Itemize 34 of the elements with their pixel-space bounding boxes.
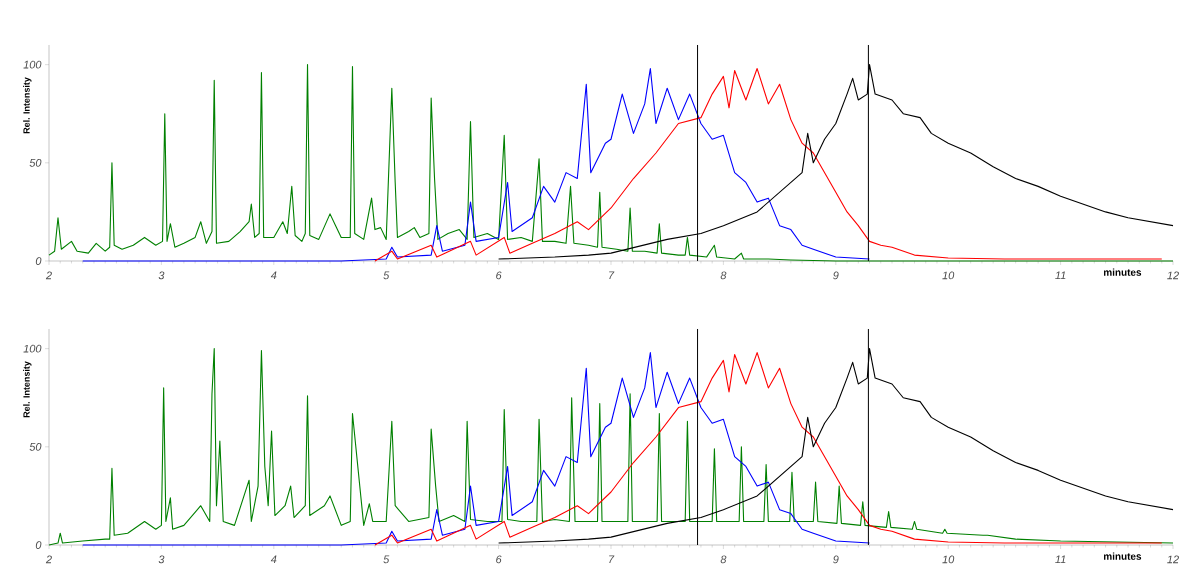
x-tick-label: 12 <box>1167 271 1179 280</box>
x-tick-label: 4 <box>270 271 277 280</box>
x-tick-label: 3 <box>158 271 165 280</box>
x-tick-label: 6 <box>496 555 502 564</box>
x-tick-label: 12 <box>1167 555 1179 564</box>
x-tick-label: 2 <box>45 555 52 564</box>
x-axis-title: minutes <box>1103 268 1142 276</box>
x-tick-label: 9 <box>833 271 839 280</box>
x-tick-label: 5 <box>383 555 390 564</box>
y-tick-label: 50 <box>29 158 42 167</box>
x-tick-label: 9 <box>833 555 839 564</box>
x-tick-label: 10 <box>942 271 955 280</box>
x-tick-label: 2 <box>45 271 52 280</box>
x-tick-label: 7 <box>609 271 615 280</box>
y-tick-label: 100 <box>23 60 42 69</box>
line-series <box>82 352 871 546</box>
y-axis-title: Rel. Intensity <box>23 77 32 134</box>
y-axis-title: Rel. Intensity <box>23 361 32 418</box>
x-tick-label: 7 <box>609 555 615 564</box>
x-tick-label: 6 <box>496 271 502 280</box>
y-tick-label: 0 <box>35 541 42 549</box>
x-tick-label: 11 <box>1055 555 1066 564</box>
x-tick-label: 5 <box>383 271 390 280</box>
line-series <box>82 68 871 262</box>
y-tick-label: 100 <box>23 344 42 353</box>
x-tick-label: 8 <box>720 271 727 280</box>
x-tick-label: 11 <box>1055 271 1066 280</box>
x-tick-label: 3 <box>158 555 165 564</box>
x-axis-title: minutes <box>1103 552 1142 560</box>
y-tick-label: 0 <box>35 257 42 265</box>
x-tick-label: 4 <box>270 555 277 564</box>
y-tick-label: 50 <box>29 442 42 451</box>
x-tick-label: 8 <box>720 555 727 564</box>
x-tick-label: 10 <box>942 555 955 564</box>
